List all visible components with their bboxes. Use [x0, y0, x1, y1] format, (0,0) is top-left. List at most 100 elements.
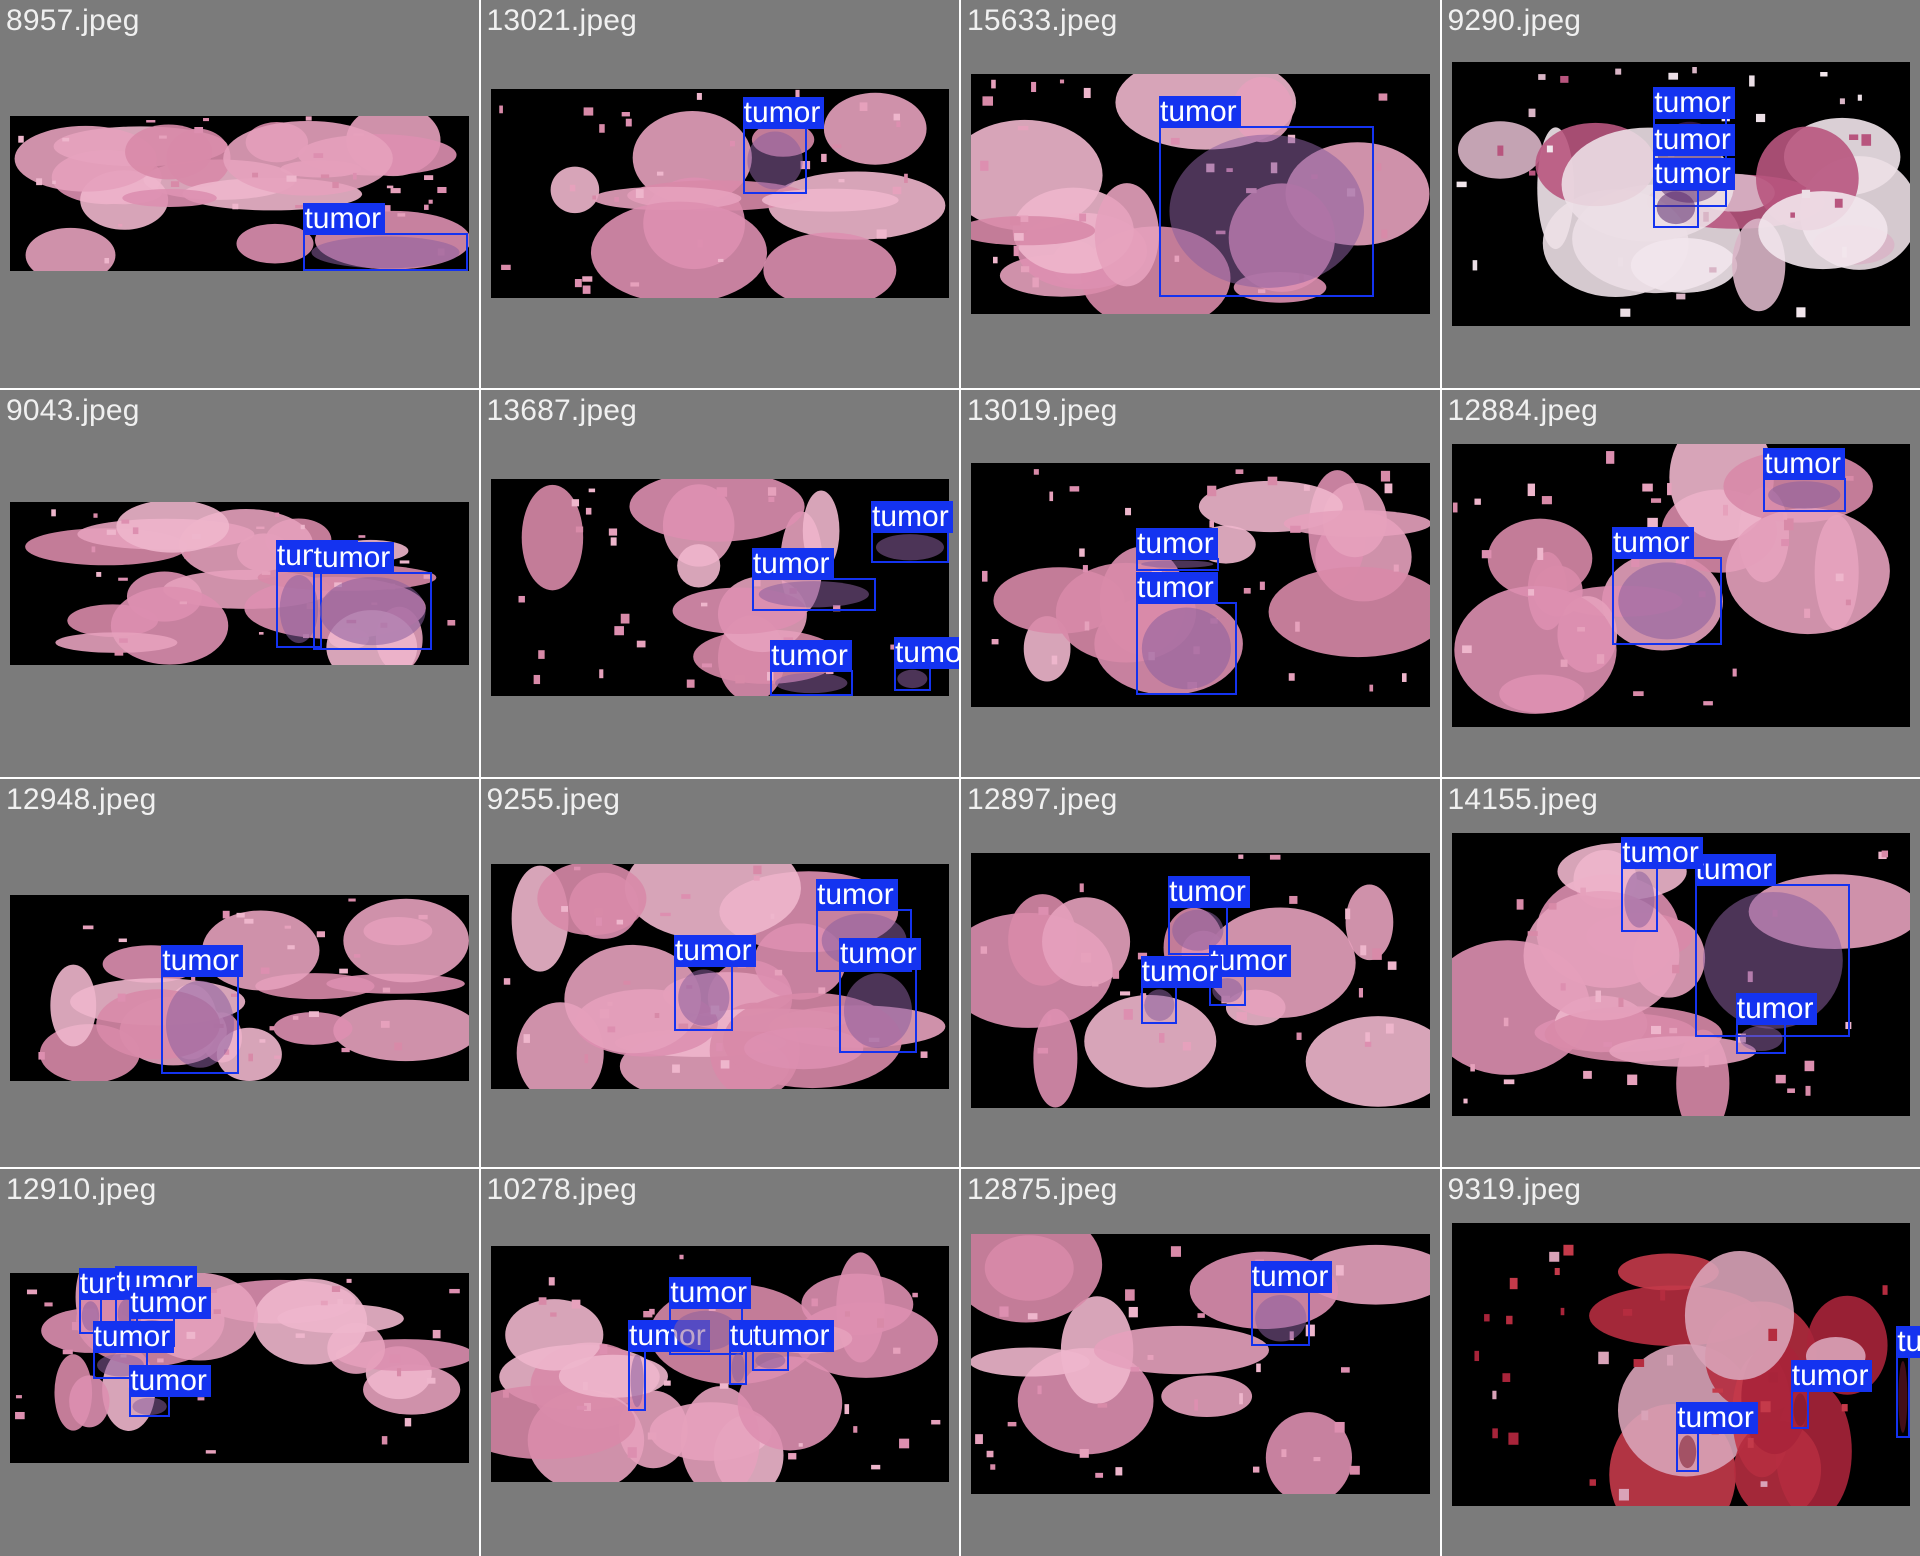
image-filename: 12897.jpeg	[967, 783, 1118, 816]
tissue-section	[38, 898, 469, 1082]
tumor-region	[630, 1354, 644, 1408]
image-tile: 9255.jpeg tumor tumor tumor	[480, 779, 959, 1167]
tumor-region	[758, 581, 869, 608]
tumor-region	[279, 575, 319, 644]
tumor-label: tumor	[312, 541, 395, 574]
tumor-detection-box: tumor	[1136, 528, 1219, 571]
tumor-detection-box: tumor	[1140, 955, 1223, 1024]
tumor-detection-box: tumor	[751, 1320, 834, 1372]
tumor-label: tumor	[161, 945, 243, 978]
tumor-detection-box: tumor	[1763, 447, 1846, 512]
tumor-region	[1143, 988, 1175, 1021]
slide-image: tumor	[10, 895, 469, 1082]
tumor-detection-box: tumor	[1621, 837, 1703, 933]
tumor-region	[755, 1352, 786, 1369]
tumor-region	[311, 235, 461, 268]
tumor-region	[678, 969, 730, 1027]
tumor-detection-box: tumor	[303, 202, 469, 272]
tumor-label: tumor	[1653, 87, 1735, 120]
tumor-label: tumor	[1694, 854, 1777, 887]
tumor-label: tumor	[1250, 1261, 1333, 1294]
tumor-label: tumor	[129, 1364, 211, 1397]
tumor-label: tumor	[1653, 124, 1735, 157]
image-filename: 9255.jpeg	[486, 783, 621, 816]
tumor-region	[731, 1353, 745, 1383]
tumor-label: tumor	[129, 1286, 211, 1319]
tumor-label: tumor	[1209, 945, 1292, 978]
tumor-detection-box: tumor	[1735, 992, 1818, 1054]
tumor-label: tumor	[303, 202, 386, 235]
tumor-region	[1768, 480, 1841, 509]
tumor-label: tumor	[1676, 1402, 1758, 1435]
image-tile: 13021.jpeg tumor	[480, 0, 959, 388]
tumor-label: tumor	[669, 1277, 751, 1310]
image-tile: 12910.jpeg tumortumortumortumortumor	[0, 1168, 479, 1556]
tumor-detection-box: tumor	[628, 1320, 710, 1412]
image-tile: 9290.jpeg tumor tumor tumor	[1441, 0, 1920, 388]
image-tile: 12875.jpeg tumor	[961, 1168, 1440, 1556]
tumor-detection-box: tumor	[728, 1320, 811, 1386]
tumor-label: tumor	[1621, 837, 1703, 870]
tumor-region	[1618, 562, 1716, 640]
tumor-label: tumor	[751, 548, 834, 581]
tumor-region	[132, 1397, 167, 1415]
tumor-detection-box: tumor	[312, 541, 432, 650]
tumor-region	[674, 1311, 738, 1351]
image-filename: 14155.jpeg	[1447, 783, 1598, 816]
image-filename: 9319.jpeg	[1447, 1172, 1582, 1206]
tumor-detection-box: tumor	[669, 1277, 751, 1355]
tumor-detection-box: tumor	[161, 945, 243, 1074]
tumor-region	[1172, 910, 1224, 952]
tumor-label: tumor	[1140, 955, 1223, 988]
image-filename: 12910.jpeg	[6, 1172, 157, 1206]
tumor-region	[1656, 191, 1696, 225]
tumor-detection-box: tumor	[1896, 1325, 1920, 1438]
tumor-region	[1141, 607, 1232, 690]
tumor-detection-box: tumor	[770, 639, 853, 696]
tumor-label: tumor	[1611, 526, 1694, 559]
image-filename: 9290.jpeg	[1447, 4, 1582, 37]
tumor-detection-box: tumor	[871, 500, 953, 564]
slide-image: tumor	[10, 116, 469, 272]
tumor-label: tumor	[751, 1320, 834, 1352]
tumor-detection-box: tumor	[1158, 96, 1375, 298]
tumor-detection-box: tumor	[1790, 1359, 1873, 1430]
slide-image: tumor	[971, 1234, 1430, 1494]
tumor-label: tumor	[1168, 876, 1250, 909]
tumor-detection-box: tumor	[129, 1364, 211, 1418]
tumor-detection-box: tumor	[1653, 158, 1735, 228]
tissue-section	[971, 1234, 1430, 1494]
tumor-region	[897, 670, 928, 689]
tumor-detection-box: tumor	[838, 937, 921, 1054]
image-tile: 12897.jpeg tumor tumor tumor	[961, 779, 1440, 1167]
tumor-region	[1254, 1295, 1307, 1342]
slide-image: tumor tumor	[1451, 443, 1910, 727]
image-filename: 13687.jpeg	[486, 393, 637, 427]
tumor-region	[775, 672, 848, 693]
image-tile: 13019.jpeg tumor tumor	[961, 389, 1440, 777]
tissue-section	[498, 89, 945, 299]
slide-image: tumor tumor tumor tumor	[490, 478, 959, 696]
tissue-section	[503, 864, 945, 1089]
tumor-label: tumor	[893, 637, 959, 670]
tumor-region	[1678, 1435, 1697, 1469]
tumor-region	[843, 972, 912, 1048]
image-tile: 12948.jpeg tumor	[0, 779, 479, 1167]
image-filename: 15633.jpeg	[967, 4, 1118, 37]
tumor-label: tumor	[770, 639, 852, 672]
image-filename: 13019.jpeg	[967, 393, 1118, 427]
tumor-region	[166, 981, 235, 1069]
tumor-region	[1898, 1360, 1908, 1433]
tumor-label: tumor	[1896, 1325, 1920, 1358]
tumor-label: tumor	[838, 937, 921, 970]
tumor-detection-box: tumor	[742, 96, 825, 194]
tumor-label: tumor	[1790, 1359, 1873, 1392]
image-filename: 9043.jpeg	[6, 393, 140, 427]
